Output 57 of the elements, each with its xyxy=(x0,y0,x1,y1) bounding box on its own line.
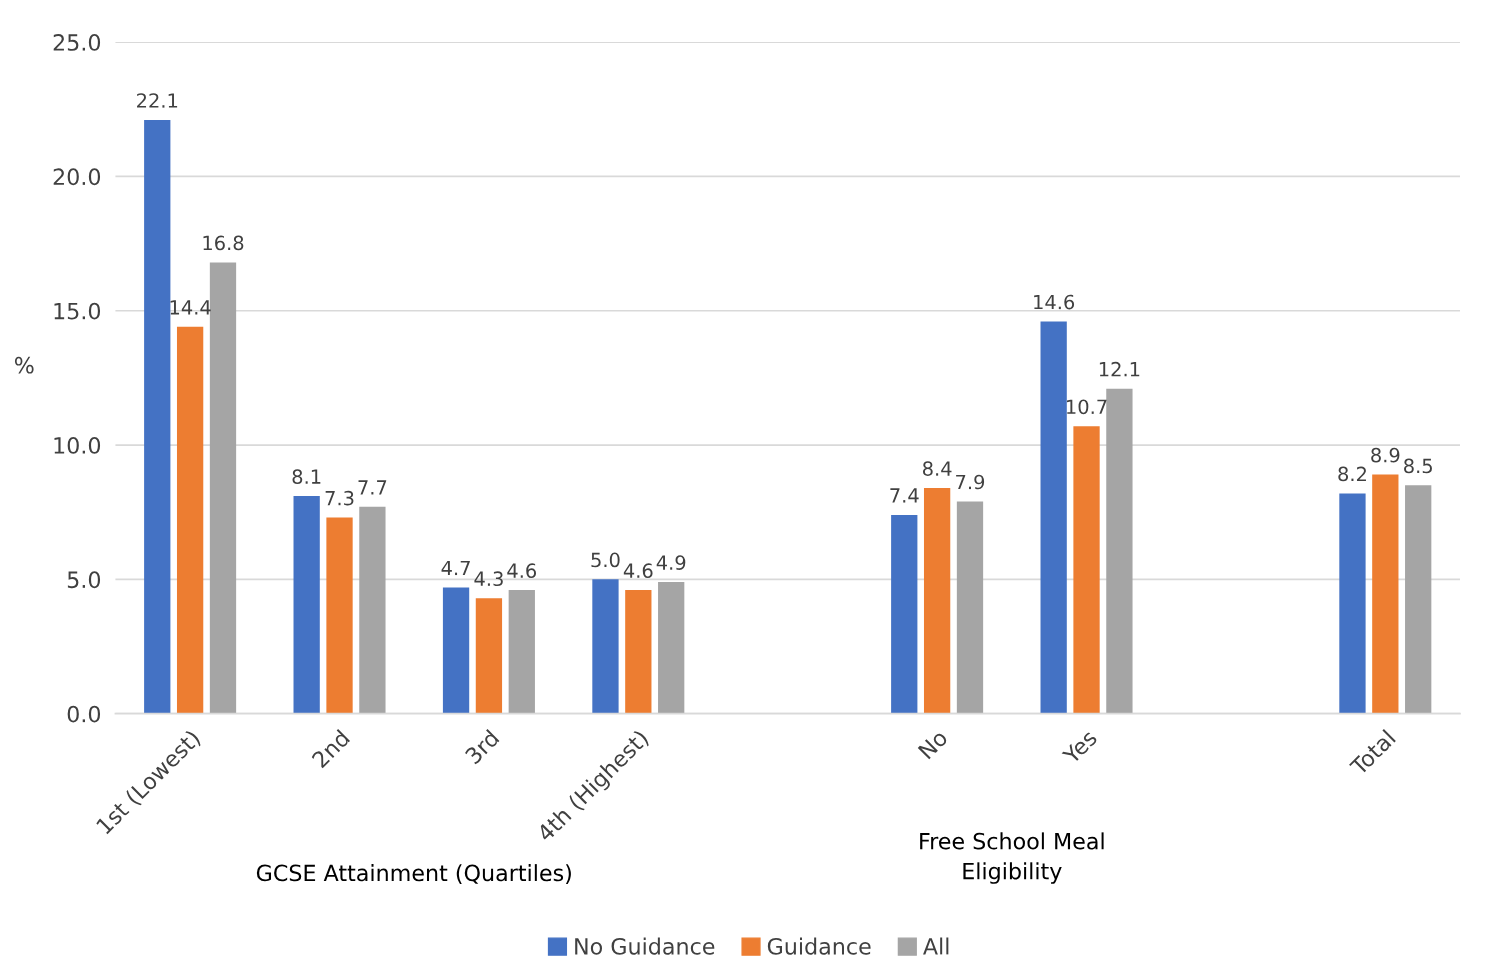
y-tick-label: 15.0 xyxy=(54,302,101,320)
bar xyxy=(359,506,386,714)
data-label: 22.1 xyxy=(137,93,178,108)
data-label: 8.5 xyxy=(1404,458,1432,474)
bar xyxy=(956,501,984,714)
data-label: 8.2 xyxy=(1338,466,1366,482)
bar xyxy=(1372,474,1399,714)
bar xyxy=(923,488,951,714)
data-label: 14.6 xyxy=(1034,294,1075,310)
bar xyxy=(1106,388,1133,714)
text: GCSE Attainment (Quartiles) xyxy=(256,864,571,884)
x-tick-label: 3rd xyxy=(463,729,500,765)
x-tick-label: Yes xyxy=(1061,728,1098,766)
data-label: 16.8 xyxy=(203,235,244,251)
bar xyxy=(144,120,171,714)
data-label: 8.1 xyxy=(292,469,321,484)
bar xyxy=(1405,485,1432,714)
data-label: 7.9 xyxy=(956,474,985,490)
data-label: 4.6 xyxy=(507,563,537,579)
bar xyxy=(592,579,619,714)
bar xyxy=(293,496,320,714)
text: Free School Meal Eligibility xyxy=(920,832,1104,884)
bar xyxy=(625,590,652,714)
data-label: 7.3 xyxy=(325,490,354,506)
data-label: 4.3 xyxy=(474,571,503,587)
data-label: 5.0 xyxy=(591,552,620,568)
x-tick-label: No xyxy=(917,728,949,760)
bar xyxy=(658,582,685,714)
data-label: 7.4 xyxy=(890,488,919,503)
data-label: 4.9 xyxy=(656,555,686,570)
data-label: 8.9 xyxy=(1371,447,1400,463)
data-label: 14.4 xyxy=(170,300,211,315)
data-label: 7.7 xyxy=(358,480,387,495)
y-tick-label: 10.0 xyxy=(54,437,101,454)
bar xyxy=(508,590,535,714)
data-label: 10.7 xyxy=(1067,399,1107,415)
data-label: 4.7 xyxy=(441,560,470,576)
bar xyxy=(176,326,204,714)
legend-label: Guidance xyxy=(767,937,871,955)
bar xyxy=(891,514,918,714)
data-label: 12.1 xyxy=(1099,361,1140,377)
y-tick-label: 25.0 xyxy=(53,34,101,51)
bar xyxy=(1073,426,1100,714)
bar xyxy=(209,262,237,714)
bar xyxy=(1040,321,1067,714)
legend-label: No Guidance xyxy=(575,937,715,955)
y-tick-label: 0.0 xyxy=(67,705,101,723)
data-label: 8.4 xyxy=(922,461,952,476)
bar xyxy=(442,587,470,714)
bar xyxy=(1339,493,1366,714)
y-tick-label: 20.0 xyxy=(53,168,101,186)
y-axis-title: % xyxy=(14,356,34,374)
legend-label: All xyxy=(923,937,949,955)
data-label: 4.6 xyxy=(623,563,653,579)
y-tick-label: 5.0 xyxy=(67,571,101,589)
bar xyxy=(475,598,503,714)
bar xyxy=(326,517,353,714)
